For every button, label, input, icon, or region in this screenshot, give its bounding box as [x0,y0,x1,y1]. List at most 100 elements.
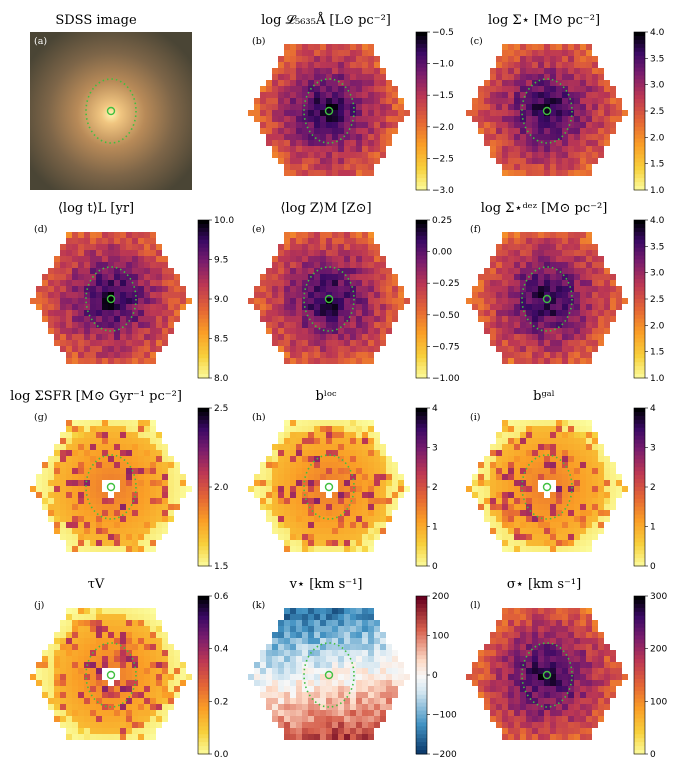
map-e [248,232,410,364]
colorbar-tick-c-6: 1.0 [650,186,665,196]
panel-title-a: SDSS image [55,13,137,28]
aperture-ellipse-b [303,78,355,144]
aperture-ellipse-h [303,454,355,520]
panel-g: log ΣSFR [M⊙ Gyr⁻¹ pc⁻²] 2.5 2.0 1.5 (g) [10,389,228,572]
colorbar-tick-b-0: −0.5 [432,28,454,38]
colorbar-tick-g-2: 1.5 [214,562,228,572]
colorbar-tick-h-4: 0 [432,562,438,572]
aperture-ellipse-e [303,266,355,332]
map-g [30,420,192,552]
colorbar-tick-d-1: 9.5 [214,256,228,266]
colorbar-tick-i-2: 2 [650,483,656,493]
colorbar-tick-l-0: 300 [650,592,667,602]
colorbar-tick-b-3: −2.0 [432,123,454,133]
panel-k: v⋆ [km s⁻¹] 200 100 0 −100 −200 (k) [248,577,457,760]
panel-d: ⟨log t⟩L [yr] 10.0 9.5 9.0 8.5 8.0 (d) [30,201,234,384]
panel-b: log 𝓛₅₆₃₅Å [L⊙ pc⁻²] −0.5 −1.0 −1.5 −2.0 −2.5… [248,12,454,196]
colorbar-tick-c-1: 3.5 [650,54,664,64]
map-l [466,608,628,740]
colorbar-tick-i-0: 4 [650,404,656,414]
colorbar-tick-b-4: −2.5 [432,154,454,164]
panel-title-j: τV [88,577,105,592]
colorbar-tick-e-1: 0.00 [432,248,452,258]
colorbar-tick-d-2: 9.0 [214,295,229,305]
colorbar-tick-i-4: 0 [650,562,656,572]
aperture-ellipse-a [85,78,137,144]
colorbar-tick-c-3: 2.5 [650,107,664,117]
panel-letter-h: (h) [252,412,266,423]
panel-a: SDSS image (a) [30,13,192,190]
colorbar-i: 4 3 2 1 0 [633,404,656,572]
colorbar-tick-j-2: 0.2 [214,697,228,707]
colorbar-tick-f-1: 3.5 [650,242,664,252]
aperture-ellipse-f [521,266,573,332]
center-marker-c [542,106,552,116]
colorbar-tick-k-2: 0 [432,671,438,681]
aperture-ellipse-c [521,78,573,144]
panel-title-d: ⟨log t⟩L [yr] [58,201,134,216]
colorbar-tick-j-1: 0.4 [214,645,229,655]
colorbar-b: −0.5 −1.0 −1.5 −2.0 −2.5 −3.0 [415,28,454,196]
colorbar-tick-f-0: 4.0 [650,216,665,226]
colorbar-g: 2.5 2.0 1.5 [197,404,229,572]
sdss-image [30,32,192,190]
panel-title-b: log 𝓛₅₆₃₅Å [L⊙ pc⁻²] [261,12,391,28]
colorbar-tick-e-3: −0.50 [432,311,460,321]
colorbar-tick-c-4: 2.0 [650,133,665,143]
colorbar-tick-f-5: 1.5 [650,348,664,358]
map-f [466,232,628,364]
colorbar-tick-h-2: 2 [432,483,438,493]
colorbar-tick-l-2: 100 [650,697,667,707]
colorbar-tick-k-3: −100 [432,711,457,721]
panel-letter-l: (l) [470,600,480,611]
center-marker-j [106,670,116,680]
colorbar-tick-i-1: 3 [650,444,656,454]
panel-h: bˡᵒᶜ 4 3 2 1 0 (h) [248,389,438,572]
colorbar-h: 4 3 2 1 0 [415,404,438,572]
panel-c: log Σ⋆ [M⊙ pc⁻²] 4.0 3.5 3.0 2.5 2.0 1.5 1.0 (c) [466,13,665,196]
colorbar-tick-h-1: 3 [432,444,438,454]
center-marker-k [324,670,334,680]
center-marker-h [324,482,334,492]
colorbar-tick-d-4: 8.0 [214,374,229,384]
colorbar-tick-c-0: 4.0 [650,28,665,38]
aperture-ellipse-d [85,266,137,332]
center-marker-l [542,670,552,680]
colorbar-l: 300 200 100 0 [633,592,667,760]
colorbar-tick-b-2: −1.5 [432,91,454,101]
map-i [466,420,628,552]
colorbar-tick-b-5: −3.0 [432,186,454,196]
colorbar-tick-k-4: −200 [432,750,457,760]
colorbar-tick-j-0: 0.6 [214,592,229,602]
colorbar-c: 4.0 3.5 3.0 2.5 2.0 1.5 1.0 [633,28,665,196]
colorbar-tick-c-2: 3.0 [650,81,665,91]
colorbar-tick-k-0: 200 [432,592,449,602]
colorbar-tick-h-3: 1 [432,523,438,533]
colorbar-tick-d-0: 10.0 [214,216,234,226]
panel-title-e: ⟨log Z⟩M [Z⊙] [280,201,371,216]
colorbar-d: 10.0 9.5 9.0 8.5 8.0 [197,216,234,384]
colorbar-tick-g-1: 2.0 [214,483,229,493]
map-c [466,44,628,176]
panel-title-f: log Σ⋆ᵈᵉᶻ [M⊙ pc⁻²] [481,201,608,216]
center-marker-f [542,294,552,304]
map-k [248,608,410,740]
panel-letter-k: (k) [252,600,265,611]
panel-l: σ⋆ [km s⁻¹] 300 200 100 0 (l) [466,577,667,760]
panel-letter-f: (f) [470,224,481,235]
center-marker-e [324,294,334,304]
colorbar-tick-f-6: 1.0 [650,374,665,384]
panel-j: τV 0.6 0.4 0.2 0.0 (j) [30,577,229,760]
colorbar-tick-e-4: −0.75 [432,342,460,352]
colorbar-tick-b-1: −1.0 [432,60,454,70]
colorbar-e: 0.25 0.00 −0.25 −0.50 −0.75 −1.00 [415,216,460,384]
panel-title-g: log ΣSFR [M⊙ Gyr⁻¹ pc⁻²] [10,389,182,404]
colorbar-tick-f-3: 2.5 [650,295,664,305]
colorbar-f: 4.0 3.5 3.0 2.5 2.0 1.5 1.0 [633,216,665,384]
panel-letter-d: (d) [34,224,48,235]
panel-letter-j: (j) [34,600,44,611]
panel-e: ⟨log Z⟩M [Z⊙] 0.25 0.00 −0.25 −0.50 −0.75 −1.0… [248,201,460,384]
aperture-ellipse-k [303,642,355,708]
colorbar-tick-e-2: −0.25 [432,279,460,289]
